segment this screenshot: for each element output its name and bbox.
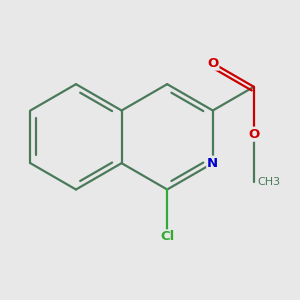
Text: Cl: Cl [160, 230, 174, 243]
Text: O: O [248, 128, 260, 141]
Text: O: O [207, 57, 218, 70]
Text: N: N [207, 157, 218, 170]
Text: CH3: CH3 [257, 177, 281, 187]
